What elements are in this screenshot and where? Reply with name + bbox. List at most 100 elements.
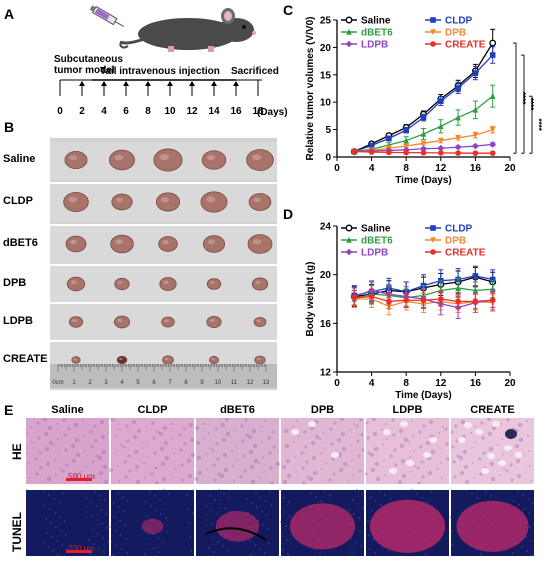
tunel-nucleus: [246, 498, 248, 500]
y-tick-label: 20: [320, 270, 332, 281]
he-nucleus: [180, 463, 184, 467]
tunel-nucleus: [106, 527, 108, 529]
tunel-positive-region: [215, 510, 260, 542]
tunel-nucleus: [522, 494, 524, 496]
tunel-nucleus: [210, 509, 212, 511]
data-point: [420, 130, 427, 137]
he-nucleus: [350, 444, 352, 446]
tunel-nucleus: [352, 499, 354, 501]
he-nucleus: [293, 441, 295, 443]
tunel-nucleus: [475, 549, 477, 551]
he-vacuole: [504, 445, 512, 451]
he-nucleus: [252, 443, 258, 449]
he-image: [451, 418, 534, 484]
legend-item-ldpb: LDPB: [341, 40, 388, 51]
data-point: [420, 297, 427, 304]
tumor-row-label: LDPB: [3, 315, 33, 327]
tunel-nucleus: [368, 534, 370, 536]
he-nucleus: [65, 463, 69, 467]
data-point: [437, 144, 445, 152]
data-point: [430, 29, 436, 36]
row-label-tunel-text: TUNEL: [10, 512, 24, 552]
data-point: [430, 237, 436, 244]
tunel-nucleus: [212, 537, 214, 539]
data-point: [345, 40, 353, 48]
he-nucleus: [314, 434, 320, 440]
tumor-sample: [65, 235, 87, 253]
tunel-nucleus: [48, 494, 50, 496]
he-vacuole: [331, 452, 339, 458]
scale-bar-tunel-label: 200 μm: [68, 544, 95, 553]
tunel-nucleus: [124, 524, 126, 526]
he-vacuole: [464, 422, 472, 428]
timeline-day-label: 12: [186, 106, 198, 117]
he-nucleus: [360, 433, 364, 437]
he-nucleus: [527, 435, 529, 437]
he-vacuole: [481, 468, 489, 474]
y-tick-label: 24: [320, 222, 332, 233]
data-point: [420, 145, 427, 153]
tunel-nucleus: [118, 506, 120, 508]
x-tick-label: 8: [403, 378, 409, 389]
data-point: [455, 85, 461, 91]
x-tick-label: 0: [334, 378, 340, 389]
he-nucleus: [517, 422, 523, 428]
he-nucleus: [401, 473, 407, 479]
he-nucleus: [452, 460, 456, 464]
tunel-nucleus: [527, 498, 529, 500]
tumor-highlight: [251, 154, 262, 161]
tumor-highlight: [206, 155, 216, 161]
he-nucleus: [529, 465, 531, 467]
data-point: [438, 123, 444, 130]
x-tick-label: 16: [470, 163, 482, 174]
he-nucleus: [158, 431, 164, 437]
y-tick-label: 25: [320, 16, 332, 27]
tunel-nucleus: [88, 539, 90, 541]
he-nucleus: [264, 420, 266, 422]
he-nucleus: [450, 430, 454, 434]
legend-label: dBET6: [361, 28, 393, 39]
tunel-nucleus: [215, 513, 217, 515]
he-nucleus: [357, 454, 361, 458]
he-nucleus: [56, 423, 58, 425]
he-nucleus: [189, 437, 195, 443]
he-nucleus: [91, 460, 95, 464]
ruler-label: 0cm: [52, 380, 63, 386]
he-nucleus: [320, 453, 322, 455]
tunel-nucleus: [167, 545, 169, 547]
tunel-positive-region: [289, 503, 356, 550]
he-nucleus: [510, 478, 514, 482]
tunel-nucleus: [227, 549, 229, 551]
tunel-nucleus: [525, 536, 527, 538]
he-nucleus: [117, 465, 119, 467]
y-tick-label: 20: [320, 43, 332, 54]
he-nucleus: [339, 418, 345, 422]
ruler: [50, 364, 277, 388]
he-nucleus: [389, 454, 393, 458]
tunel-nucleus: [55, 526, 57, 528]
he-nucleus: [330, 442, 334, 446]
tunel-nucleus: [90, 501, 92, 503]
significance-label: ****: [518, 92, 527, 105]
he-nucleus: [136, 428, 142, 434]
he-nucleus: [208, 432, 210, 434]
tunel-nucleus: [286, 539, 288, 541]
scale-bar-he: [66, 478, 92, 481]
he-nucleus: [321, 468, 323, 470]
tunel-nucleus: [369, 548, 371, 550]
data-point: [368, 293, 375, 300]
he-nucleus: [126, 439, 130, 443]
tunel-nucleus: [144, 553, 146, 555]
he-image: [281, 418, 364, 484]
tunel-nucleus: [205, 505, 207, 507]
he-nucleus: [179, 448, 183, 452]
he-nucleus: [463, 464, 469, 470]
tunel-nucleus: [268, 542, 270, 544]
he-vacuole: [458, 437, 466, 443]
he-nucleus: [220, 422, 226, 428]
he-nucleus: [310, 440, 316, 446]
he-nucleus: [48, 440, 54, 446]
legend-label: dBET6: [361, 236, 393, 247]
he-nucleus: [263, 471, 265, 473]
ruler-label: 10: [215, 380, 222, 386]
